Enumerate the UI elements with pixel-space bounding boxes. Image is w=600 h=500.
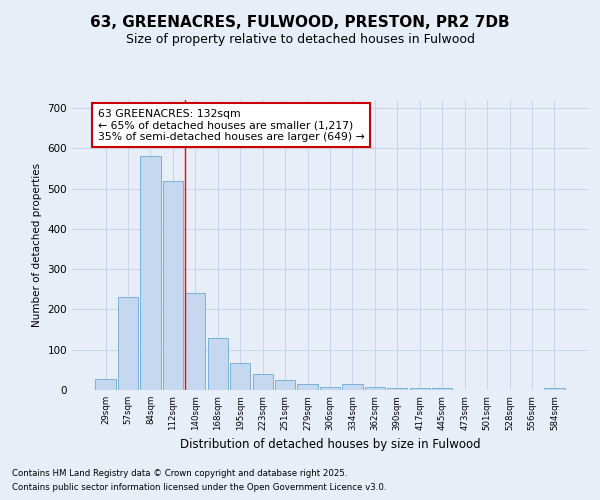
Bar: [298, 384, 317, 390]
Y-axis label: Number of detached properties: Number of detached properties: [32, 163, 42, 327]
Text: 63 GREENACRES: 132sqm
← 65% of detached houses are smaller (1,217)
35% of semi-d: 63 GREENACRES: 132sqm ← 65% of detached …: [98, 108, 365, 142]
Bar: [230, 362, 250, 390]
Bar: [544, 388, 565, 390]
Text: Contains HM Land Registry data © Crown copyright and database right 2025.: Contains HM Land Registry data © Crown c…: [12, 468, 347, 477]
Bar: [320, 387, 340, 390]
Bar: [118, 296, 138, 390]
Bar: [387, 388, 407, 390]
Bar: [365, 387, 385, 390]
Bar: [95, 378, 116, 390]
Bar: [208, 338, 228, 390]
X-axis label: Distribution of detached houses by size in Fulwood: Distribution of detached houses by size …: [179, 438, 481, 451]
Bar: [253, 374, 273, 390]
Bar: [185, 292, 205, 390]
Text: Size of property relative to detached houses in Fulwood: Size of property relative to detached ho…: [125, 32, 475, 46]
Bar: [343, 384, 362, 390]
Bar: [432, 388, 452, 390]
Text: Contains public sector information licensed under the Open Government Licence v3: Contains public sector information licen…: [12, 484, 386, 492]
Text: 63, GREENACRES, FULWOOD, PRESTON, PR2 7DB: 63, GREENACRES, FULWOOD, PRESTON, PR2 7D…: [90, 15, 510, 30]
Bar: [163, 180, 183, 390]
Bar: [410, 388, 430, 390]
Bar: [275, 380, 295, 390]
Bar: [140, 156, 161, 390]
